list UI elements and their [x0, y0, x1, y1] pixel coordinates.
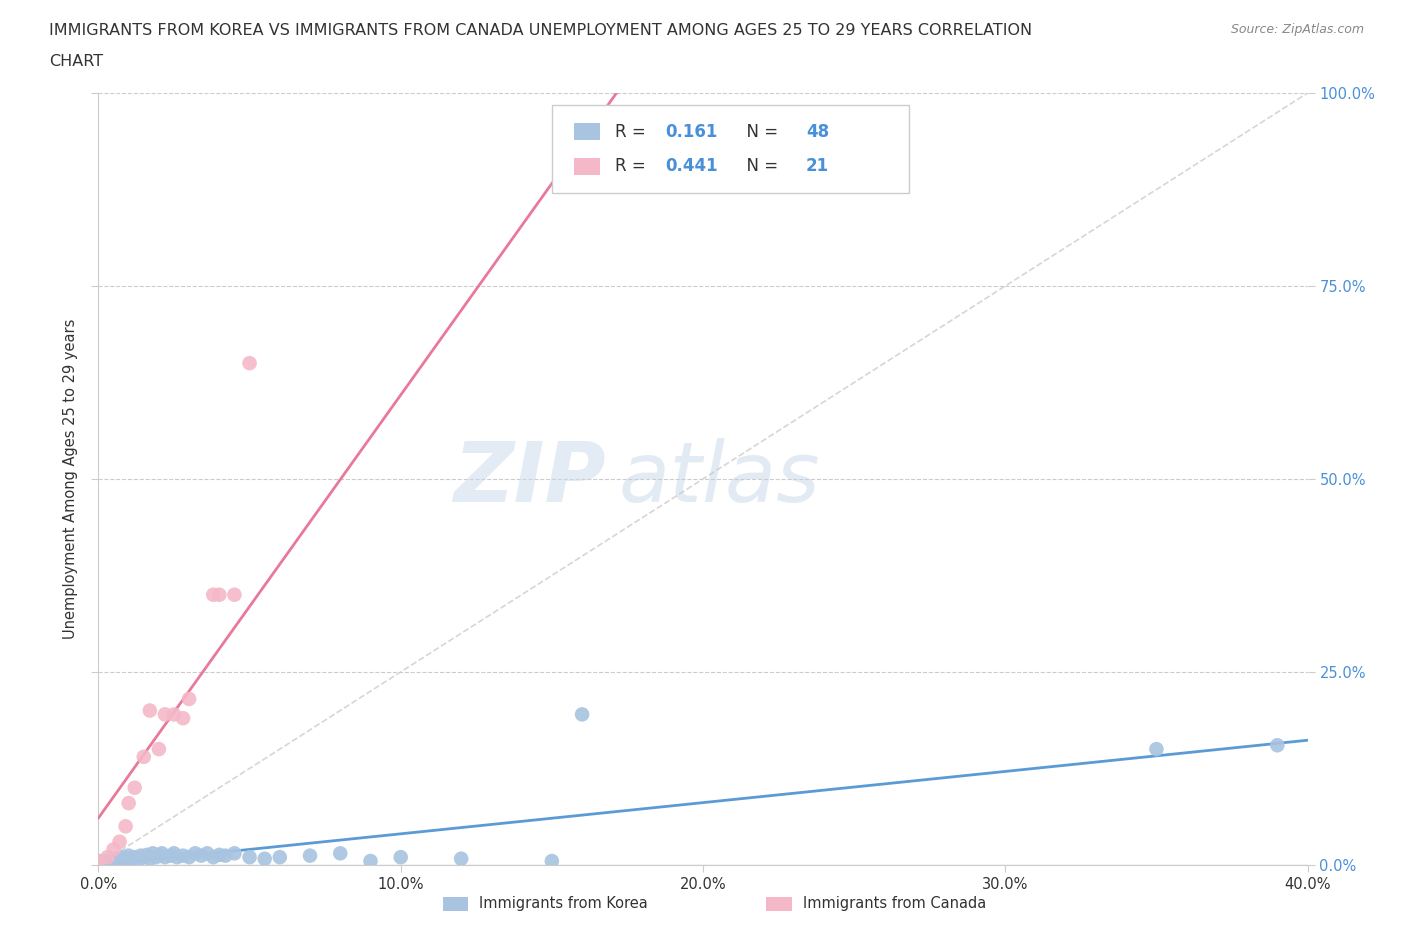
Point [100, 854, 122, 869]
Point [114, 819, 136, 834]
Point [160, 848, 183, 863]
Point [239, 850, 262, 865]
Text: CHART: CHART [49, 54, 103, 69]
Text: 0.161: 0.161 [665, 123, 718, 140]
Point [96, 850, 118, 865]
Point [129, 848, 152, 863]
Point [142, 846, 165, 861]
Point [111, 854, 134, 869]
Point [190, 848, 212, 863]
Point [108, 834, 131, 849]
Point [450, 851, 472, 866]
Text: R =: R = [614, 123, 651, 140]
Point [179, 692, 201, 707]
Point [150, 846, 173, 861]
Point [111, 850, 134, 865]
Text: Source: ZipAtlas.com: Source: ZipAtlas.com [1230, 23, 1364, 36]
Point [124, 780, 146, 795]
Point [135, 847, 157, 862]
Point [329, 846, 352, 861]
Point [127, 854, 149, 869]
Point [87, 854, 110, 869]
Point [153, 707, 176, 722]
FancyBboxPatch shape [574, 123, 600, 140]
Point [1144, 742, 1167, 757]
Point [389, 850, 412, 865]
Point [571, 159, 593, 174]
Point [224, 588, 246, 603]
Point [121, 851, 143, 866]
Point [179, 850, 201, 865]
Point [132, 850, 155, 865]
FancyBboxPatch shape [551, 104, 908, 193]
Point [239, 356, 262, 371]
Point [118, 848, 141, 863]
Point [163, 846, 186, 861]
Text: ZIP: ZIP [454, 438, 606, 520]
Point [360, 854, 382, 869]
Point [253, 851, 276, 866]
Y-axis label: Unemployment Among Ages 25 to 29 years: Unemployment Among Ages 25 to 29 years [63, 319, 79, 639]
Point [202, 850, 225, 865]
Point [105, 851, 128, 866]
Point [602, 159, 624, 174]
Text: atlas: atlas [619, 438, 820, 520]
Point [87, 854, 110, 869]
Point [145, 850, 167, 865]
Point [224, 846, 246, 861]
Point [1267, 737, 1289, 752]
Point [103, 854, 125, 869]
Point [114, 851, 136, 866]
Text: Immigrants from Korea: Immigrants from Korea [479, 897, 648, 911]
Text: N =: N = [735, 123, 783, 140]
Point [118, 854, 141, 869]
Text: 21: 21 [806, 157, 830, 176]
Point [214, 848, 236, 863]
Point [540, 854, 562, 869]
Point [139, 703, 162, 718]
Point [139, 851, 162, 866]
Text: Immigrants from Canada: Immigrants from Canada [803, 897, 986, 911]
Point [202, 588, 225, 603]
Point [208, 588, 231, 603]
Point [555, 159, 578, 174]
Point [93, 854, 115, 869]
Point [96, 854, 118, 869]
FancyBboxPatch shape [574, 158, 600, 175]
Point [208, 847, 231, 862]
Point [166, 850, 188, 865]
Text: 48: 48 [806, 123, 830, 140]
Point [124, 850, 146, 865]
Point [269, 850, 291, 865]
Point [299, 848, 322, 863]
Point [132, 750, 155, 764]
Point [172, 848, 194, 863]
Text: IMMIGRANTS FROM KOREA VS IMMIGRANTS FROM CANADA UNEMPLOYMENT AMONG AGES 25 TO 29: IMMIGRANTS FROM KOREA VS IMMIGRANTS FROM… [49, 23, 1032, 38]
Point [184, 846, 207, 861]
Point [148, 848, 170, 863]
Text: N =: N = [735, 157, 783, 176]
Point [195, 846, 218, 861]
Point [103, 842, 125, 857]
Text: R =: R = [614, 157, 651, 176]
Point [571, 707, 593, 722]
Point [153, 850, 176, 865]
Point [148, 742, 170, 757]
Point [108, 854, 131, 869]
Text: 0.441: 0.441 [665, 157, 718, 176]
Point [163, 707, 186, 722]
Point [118, 796, 141, 811]
Point [172, 711, 194, 725]
